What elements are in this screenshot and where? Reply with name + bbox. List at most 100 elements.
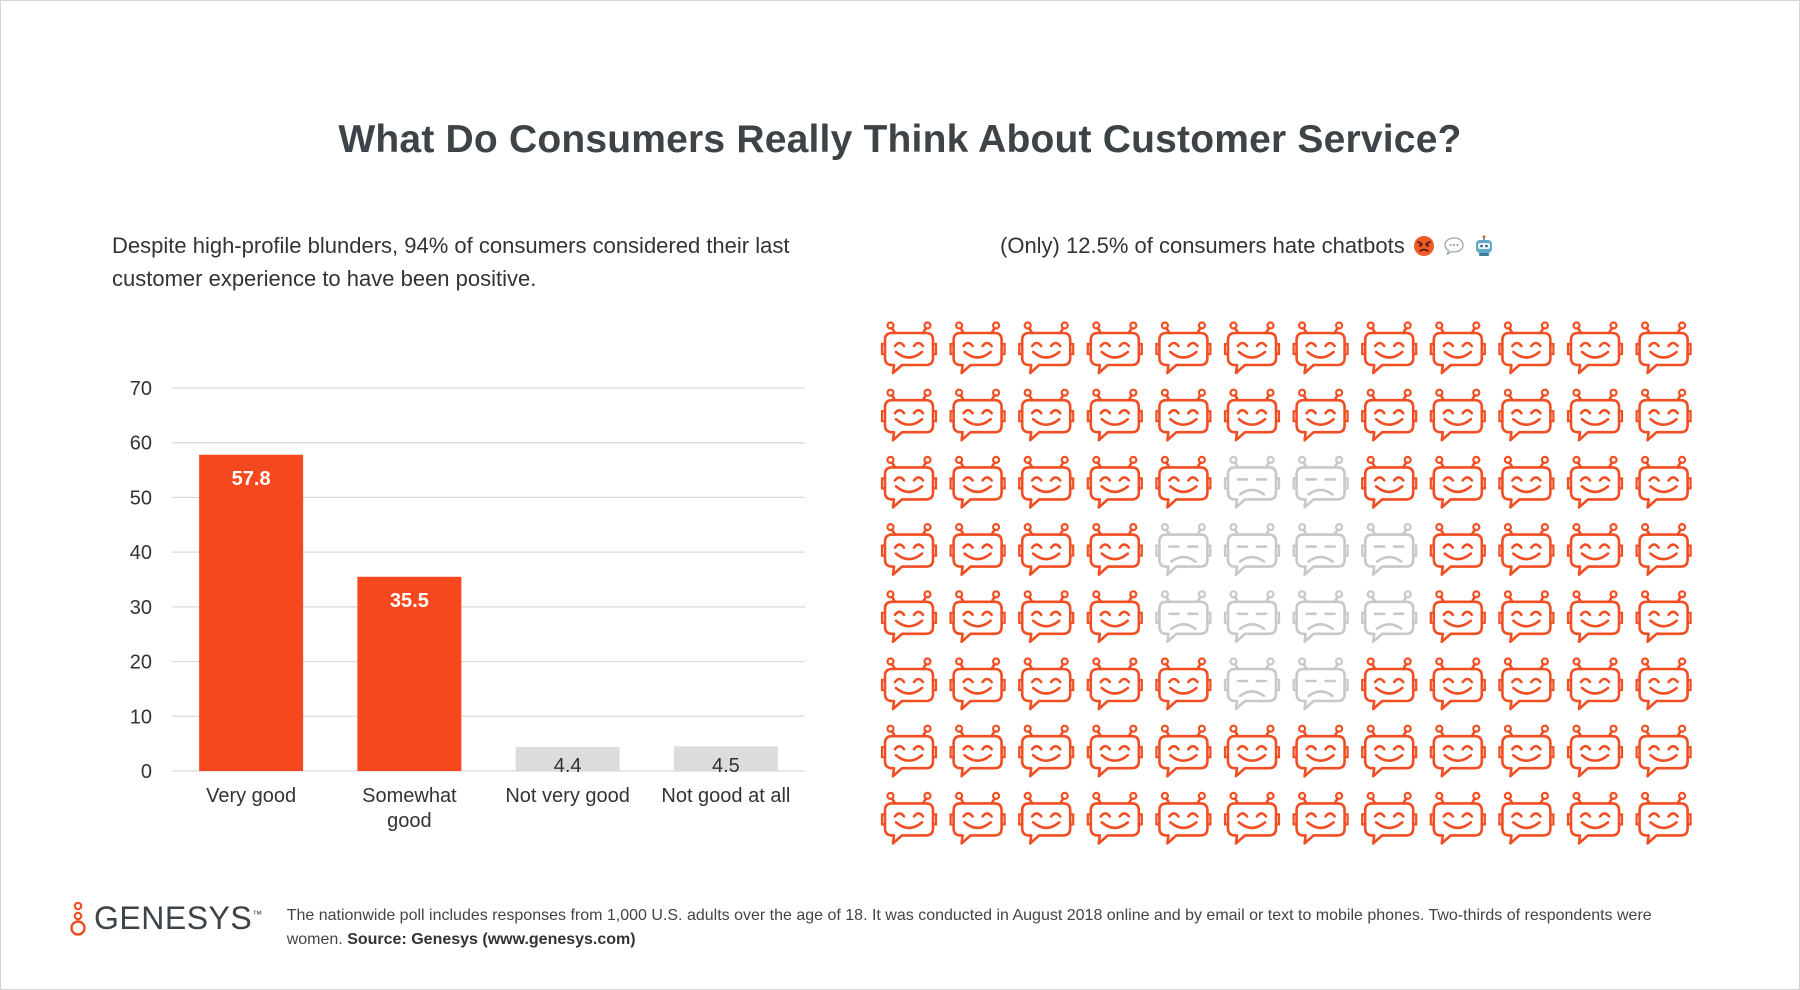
bar-chart-subtitle: Despite high-profile blunders, 94% of co… bbox=[112, 233, 790, 291]
happy-chatbot-icon bbox=[1429, 321, 1486, 375]
happy-chatbot-icon bbox=[1635, 455, 1692, 509]
happy-chatbot-icon bbox=[1635, 523, 1692, 576]
happy-chatbot-icon bbox=[1635, 590, 1692, 644]
footnote: The nationwide poll includes responses f… bbox=[287, 904, 1667, 952]
happy-chatbot-icon bbox=[1429, 590, 1486, 644]
happy-chatbot-icon bbox=[1086, 321, 1143, 375]
x-tick-label: Not good at all bbox=[661, 785, 790, 807]
happy-chatbot-icon bbox=[1292, 321, 1349, 375]
bar-value-labels: 57.8 35.5 4.4 4.5 bbox=[232, 468, 740, 777]
happy-chatbot-icon bbox=[1498, 388, 1555, 442]
y-tick-label: 50 bbox=[130, 487, 152, 509]
happy-chatbot-icon bbox=[1018, 455, 1075, 509]
chatbot-subtitle-text: (Only) 12.5% of consumers hate chatbots bbox=[1000, 233, 1405, 258]
happy-chatbot-icon bbox=[880, 791, 938, 845]
happy-chatbot-icon bbox=[1635, 791, 1692, 845]
happy-chatbot-icon bbox=[1086, 657, 1143, 711]
happy-chatbot-icon bbox=[1155, 321, 1212, 375]
happy-chatbot-icon bbox=[949, 321, 1006, 375]
bar-not-good-at-all bbox=[673, 746, 778, 771]
happy-chatbot-icon bbox=[1635, 388, 1692, 442]
happy-chatbot-icon bbox=[949, 455, 1006, 509]
chatbot-icon-grid bbox=[880, 321, 1692, 845]
happy-chatbot-icon bbox=[1566, 657, 1624, 711]
happy-chatbot-icon bbox=[1566, 523, 1624, 576]
happy-chatbot-icon bbox=[1498, 724, 1555, 778]
happy-chatbot-icon bbox=[1155, 657, 1212, 711]
y-tick-label: 30 bbox=[130, 597, 152, 619]
y-tick-label: 60 bbox=[130, 433, 152, 455]
happy-chatbot-icon bbox=[1429, 657, 1486, 711]
bar-somewhat-good bbox=[357, 576, 462, 771]
y-tick-label: 70 bbox=[130, 378, 152, 400]
sad-chatbot-icon bbox=[1223, 590, 1281, 644]
x-tick-label: Somewhat bbox=[362, 785, 457, 807]
happy-chatbot-icon bbox=[1635, 321, 1692, 375]
angry-face-icon bbox=[1413, 235, 1434, 256]
chart-bars bbox=[199, 454, 778, 771]
happy-chatbot-icon bbox=[1018, 724, 1075, 778]
happy-chatbot-icon bbox=[1155, 455, 1212, 509]
bar-not-very-good bbox=[515, 746, 620, 771]
happy-chatbot-icon bbox=[1566, 321, 1624, 375]
happy-chatbot-icon bbox=[1292, 791, 1349, 845]
happy-chatbot-icon bbox=[1566, 791, 1624, 845]
happy-chatbot-icon bbox=[1498, 791, 1555, 845]
happy-chatbot-icon bbox=[1155, 791, 1212, 845]
y-tick-label: 10 bbox=[130, 706, 152, 728]
sad-chatbot-icon bbox=[1223, 455, 1281, 509]
happy-chatbot-icon bbox=[1018, 523, 1075, 576]
happy-chatbot-icon bbox=[1566, 388, 1624, 442]
happy-chatbot-icon bbox=[1361, 455, 1418, 509]
happy-chatbot-icon bbox=[1086, 590, 1143, 644]
happy-chatbot-icon bbox=[1635, 657, 1692, 711]
happy-chatbot-icon bbox=[949, 523, 1006, 576]
genesys-logo: GENESYS™ bbox=[68, 900, 263, 937]
x-tick-label: Not very good bbox=[505, 785, 630, 807]
sad-chatbot-icon bbox=[1361, 523, 1418, 576]
happy-chatbot-icon bbox=[1018, 590, 1075, 644]
happy-chatbot-icon bbox=[1292, 388, 1349, 442]
sad-chatbot-icon bbox=[1292, 657, 1349, 711]
happy-chatbot-icon bbox=[1086, 791, 1143, 845]
happy-chatbot-icon bbox=[1361, 657, 1418, 711]
happy-chatbot-icon bbox=[1018, 321, 1075, 375]
happy-chatbot-icon bbox=[1566, 590, 1624, 644]
happy-chatbot-icon bbox=[1292, 724, 1349, 778]
happy-chatbot-icon bbox=[1498, 455, 1555, 509]
happy-chatbot-icon bbox=[1086, 455, 1143, 509]
sad-chatbot-icon bbox=[1292, 523, 1349, 576]
happy-chatbot-icon bbox=[1155, 388, 1212, 442]
happy-chatbot-icon bbox=[1498, 321, 1555, 375]
happy-chatbot-icon bbox=[880, 657, 938, 711]
happy-chatbot-icon bbox=[1018, 657, 1075, 711]
happy-chatbot-icon bbox=[1223, 724, 1281, 778]
happy-chatbot-icon bbox=[1429, 724, 1486, 778]
happy-chatbot-icon bbox=[1429, 791, 1486, 845]
logo-text: GENESYS bbox=[94, 900, 253, 936]
sad-chatbot-icon bbox=[1223, 523, 1281, 576]
happy-chatbot-icon bbox=[1086, 388, 1143, 442]
happy-chatbot-icon bbox=[1566, 455, 1624, 509]
happy-chatbot-icon bbox=[880, 523, 938, 576]
speech-bubble-icon bbox=[1444, 236, 1464, 255]
bar-value-label: 4.4 bbox=[554, 755, 582, 777]
happy-chatbot-icon bbox=[880, 321, 938, 375]
happy-chatbot-icon bbox=[1361, 724, 1418, 778]
sad-chatbot-icon bbox=[1292, 455, 1349, 509]
happy-chatbot-icon bbox=[1498, 523, 1555, 576]
bar-value-label: 35.5 bbox=[390, 590, 429, 612]
sad-chatbot-icon bbox=[1361, 590, 1418, 644]
genesys-logo-icon bbox=[70, 901, 86, 936]
happy-chatbot-icon bbox=[1429, 455, 1486, 509]
happy-chatbot-icon bbox=[1223, 791, 1281, 845]
happy-chatbot-icon bbox=[1018, 388, 1075, 442]
happy-chatbot-icon bbox=[1361, 388, 1418, 442]
sad-chatbot-icon bbox=[1155, 523, 1212, 576]
happy-chatbot-icon bbox=[880, 724, 938, 778]
logo-trademark: ™ bbox=[252, 909, 263, 921]
happy-chatbot-icon bbox=[1223, 321, 1281, 375]
happy-chatbot-icon bbox=[880, 590, 938, 644]
sad-chatbot-icon bbox=[1155, 590, 1212, 644]
sad-chatbot-icon bbox=[1223, 657, 1281, 711]
